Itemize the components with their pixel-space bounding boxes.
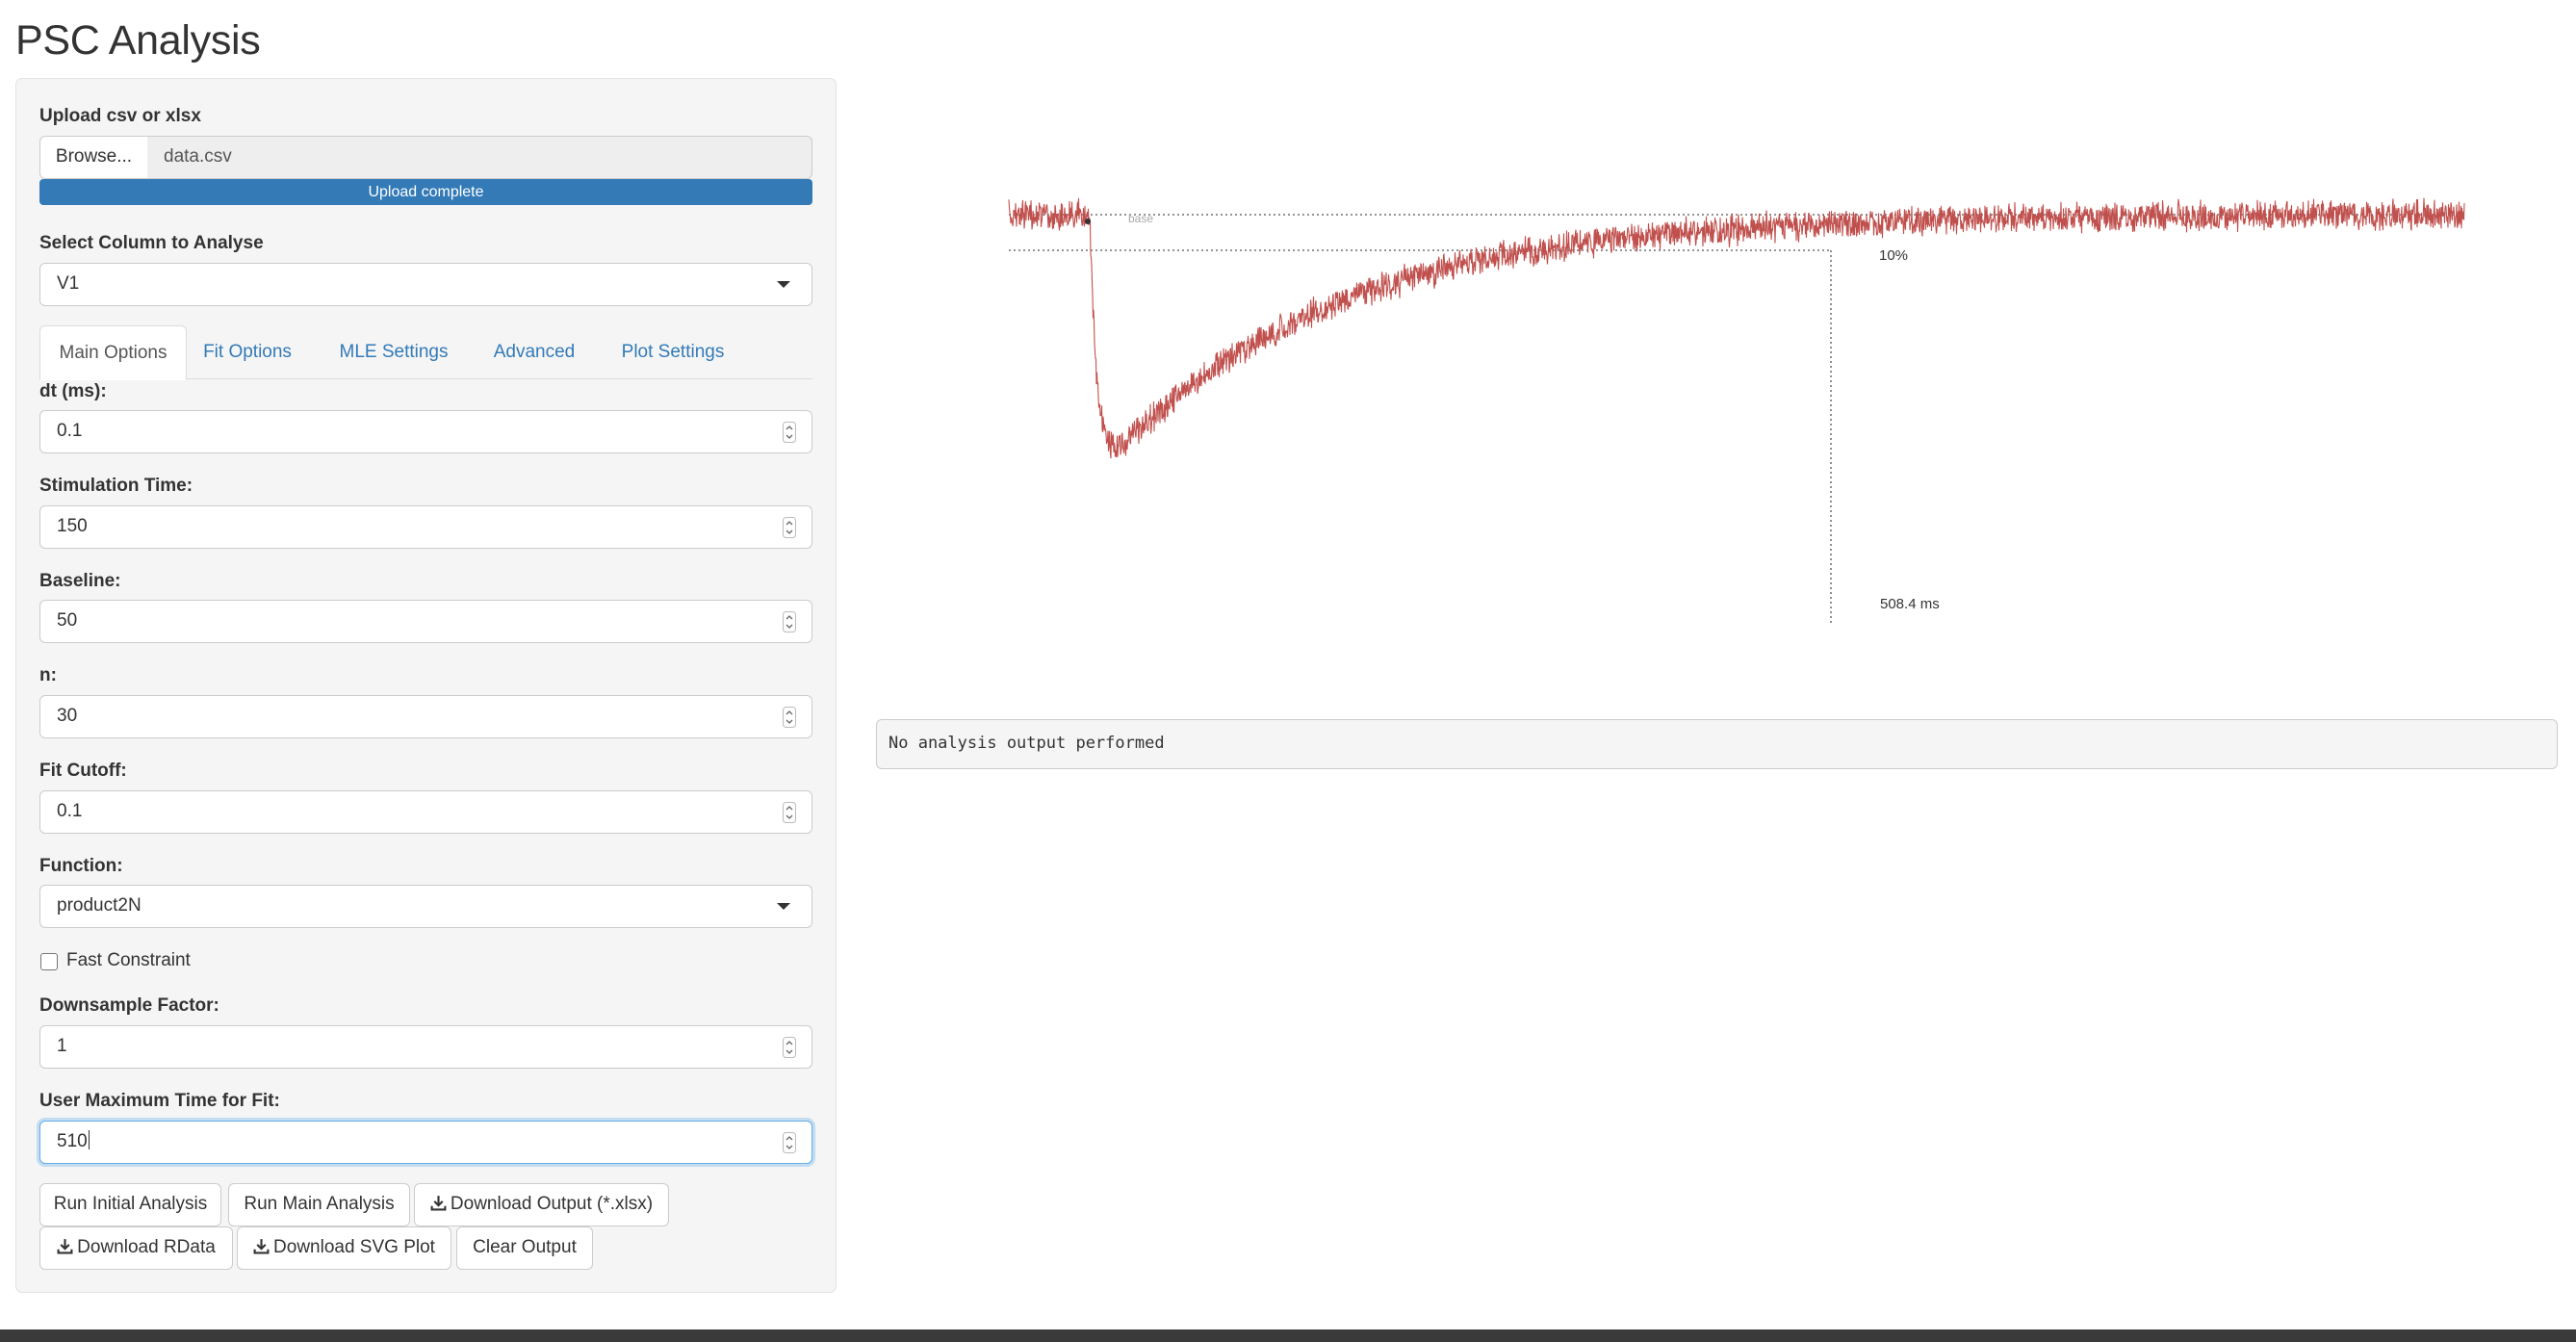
stimulation-marker (1085, 219, 1091, 224)
number-spinner-icon[interactable] (783, 1132, 796, 1153)
chevron-down-icon (777, 903, 790, 910)
upload-progress-bar: Upload complete (39, 179, 812, 205)
upload-label: Upload csv or xlsx (39, 106, 201, 126)
stim-time-value: 150 (57, 516, 88, 536)
stim-time-input[interactable]: 150 (39, 505, 812, 549)
downsample-label: Downsample Factor: (39, 995, 219, 1016)
number-spinner-icon[interactable] (783, 422, 796, 443)
fast-constraint-checkbox[interactable] (40, 953, 58, 970)
fast-constraint-label[interactable]: Fast Constraint (66, 950, 191, 970)
run-main-analysis-label: Run Main Analysis (244, 1194, 395, 1214)
dt-value: 0.1 (57, 421, 83, 441)
number-spinner-icon[interactable] (783, 802, 796, 823)
download-svg-plot-button[interactable]: Download SVG Plot (237, 1226, 451, 1270)
psc-trace-plot: base 10% 508.4 ms (1008, 197, 2465, 626)
chevron-down-icon (777, 281, 790, 288)
baseline-value: 50 (57, 610, 78, 631)
fit-cutoff-label: Fit Cutoff: (39, 761, 127, 781)
user-max-time-value: 510 (57, 1131, 88, 1151)
function-select-value: product2N (57, 895, 142, 916)
run-main-analysis-button[interactable]: Run Main Analysis (228, 1183, 410, 1226)
download-svg-plot-label: Download SVG Plot (273, 1237, 435, 1257)
time-annotation: 508.4 ms (1880, 596, 1940, 612)
file-name-field: data.csv (147, 136, 812, 179)
download-icon (253, 1239, 270, 1254)
tab-fit-options[interactable]: Fit Options (203, 342, 292, 362)
downsample-input[interactable]: 1 (39, 1025, 812, 1069)
clear-output-button[interactable]: Clear Output (456, 1226, 593, 1270)
psc-trace-line (1008, 197, 2465, 459)
fit-cutoff-value: 0.1 (57, 801, 83, 821)
text-cursor (88, 1130, 90, 1149)
fit-cutoff-input[interactable]: 0.1 (39, 790, 812, 834)
tab-plot-settings[interactable]: Plot Settings (621, 342, 725, 362)
baseline-annotation: base (1128, 212, 1153, 225)
number-spinner-icon[interactable] (783, 1037, 796, 1058)
upload-progress-fill: Upload complete (39, 179, 812, 205)
function-label: Function: (39, 856, 123, 876)
baseline-input[interactable]: 50 (39, 600, 812, 643)
options-tabs: Main Options Fit Options MLE Settings Ad… (39, 325, 812, 380)
dt-label: dt (ms): (39, 381, 107, 401)
number-spinner-icon[interactable] (783, 611, 796, 632)
column-select[interactable]: V1 (39, 263, 812, 306)
download-output-label: Download Output (*.xlsx) (450, 1194, 654, 1214)
column-select-label: Select Column to Analyse (39, 233, 264, 253)
downsample-value: 1 (57, 1036, 67, 1056)
user-max-time-label: User Maximum Time for Fit: (39, 1091, 280, 1111)
baseline-label: Baseline: (39, 571, 121, 591)
n-value: 30 (57, 706, 78, 726)
download-output-button[interactable]: Download Output (*.xlsx) (414, 1183, 669, 1226)
function-select[interactable]: product2N (39, 885, 812, 928)
file-upload-group: Browse... data.csv (39, 136, 812, 179)
dt-input[interactable]: 0.1 (39, 410, 812, 453)
number-spinner-icon[interactable] (783, 707, 796, 728)
download-icon (57, 1239, 73, 1254)
stim-time-label: Stimulation Time: (39, 476, 193, 496)
page-title: PSC Analysis (15, 17, 261, 64)
ten-percent-annotation: 10% (1879, 247, 1908, 264)
tab-advanced[interactable]: Advanced (493, 342, 576, 362)
column-select-value: V1 (57, 273, 80, 294)
tab-mle-settings[interactable]: MLE Settings (339, 342, 449, 362)
analysis-output: No analysis output performed (876, 719, 2558, 769)
number-spinner-icon[interactable] (783, 517, 796, 538)
window-bottom-edge (0, 1329, 2576, 1342)
browse-button[interactable]: Browse... (39, 136, 148, 179)
run-initial-analysis-button[interactable]: Run Initial Analysis (39, 1183, 221, 1226)
user-max-time-input[interactable]: 510 (39, 1121, 812, 1164)
download-rdata-button[interactable]: Download RData (39, 1226, 233, 1270)
n-input[interactable]: 30 (39, 695, 812, 738)
n-label: n: (39, 665, 57, 685)
download-icon (430, 1196, 447, 1211)
download-rdata-label: Download RData (77, 1237, 216, 1257)
tab-main-options[interactable]: Main Options (39, 325, 187, 380)
